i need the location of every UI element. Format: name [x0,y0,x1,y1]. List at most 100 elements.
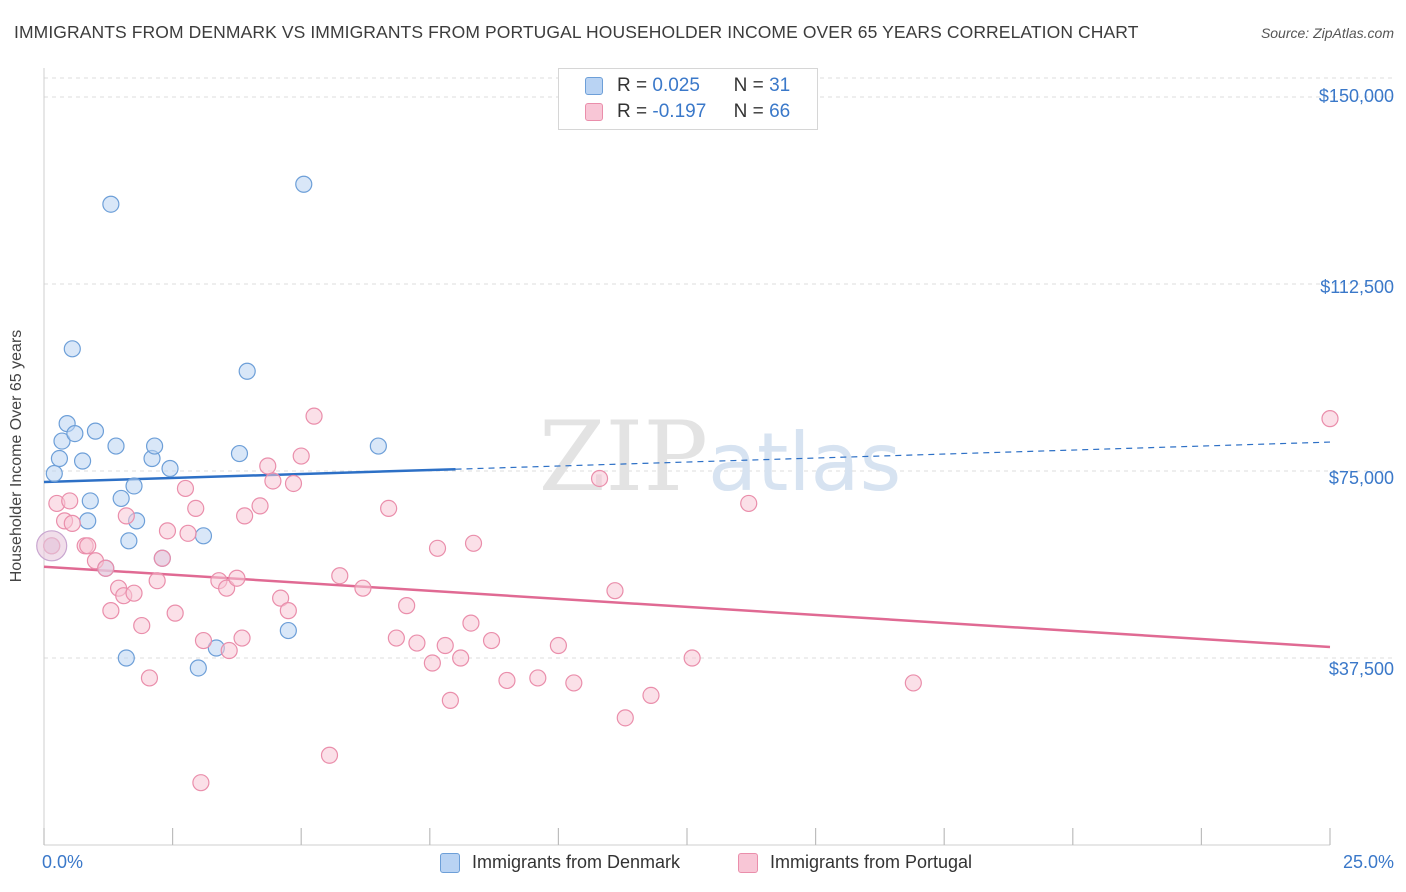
denmark-point-24 [194,527,213,545]
portugal-point-37 [320,746,339,764]
portugal-point-54 [549,636,568,655]
portugal-point-62 [904,674,922,692]
portugal-point-58 [616,709,634,727]
portugal-point-31 [259,457,277,475]
legend-label-portugal: Immigrants from Portugal [770,852,973,872]
denmark-point-6 [66,425,84,443]
denmark-point-2 [50,449,69,468]
denmark-point-26 [230,444,249,463]
legend-swatch-portugal [738,853,758,873]
portugal-point-16 [148,572,166,590]
denmark-point-8 [79,512,97,530]
portugal-point-42 [398,597,416,615]
stats-legend: R = 0.025 N = 31 R = -0.197 N = 66 [558,68,818,130]
portugal-point-55 [565,674,583,692]
portugal-point-8 [97,559,115,577]
portugal-point-47 [441,691,459,709]
denmark-point-10 [86,422,105,440]
portugal-point-35 [284,474,303,493]
portugal-point-27 [228,569,246,587]
portugal-point-50 [464,534,483,552]
portugal-point-32 [264,472,282,490]
denmark-point-27 [238,362,256,380]
portugal-point-25 [218,579,236,597]
y-tick-label-75000: $75,000 [1328,468,1394,488]
portugal-point-49 [462,614,480,632]
portugal-point-3 [61,492,79,510]
legend-swatch-portugal [585,103,603,121]
portugal-point-21 [179,524,197,542]
portugal-point-48 [452,649,470,667]
portugal-point-46 [436,636,454,655]
portugal-point-26 [220,641,238,660]
portugal-point-60 [683,649,701,667]
portugal-point-14 [133,616,151,635]
portugal-point-40 [380,499,398,517]
trend-lines [43,441,1331,649]
portugal-point-63 [1321,410,1339,428]
r-value-denmark: 0.025 [652,75,700,96]
denmark-point-15 [117,649,135,667]
portugal-point-53 [529,669,547,687]
watermark: ZIPatlas [539,401,902,513]
portugal-point-52 [498,671,516,690]
y-tick-label-112500: $112,500 [1320,277,1394,297]
portugal-point-41 [387,629,405,647]
denmark-point-17 [125,477,143,495]
portugal-point-13 [125,584,143,602]
portugal-point-17 [153,549,171,567]
r-label: R = [617,75,648,96]
chart-source: Source: ZipAtlas.com [1260,25,1394,41]
denmark-point-23 [189,659,207,677]
n-value-denmark: 31 [769,75,791,96]
portugal-point-65 [192,774,210,792]
denmark-point-28 [279,621,297,640]
portugal-point-38 [331,567,349,585]
portugal-point-39 [354,579,372,597]
portugal-point-61 [740,494,758,513]
axes [43,68,1331,846]
portugal-point-51 [482,631,501,650]
n-label: N = [733,75,764,96]
denmark-point-7 [73,452,92,470]
n-value-portugal: 66 [769,101,791,122]
portugal-point-4 [63,514,81,532]
cluster-point-origin [36,530,68,562]
denmark-point-13 [107,437,125,455]
y-tick-label-150000: $150,000 [1318,86,1394,106]
portugal-point-18 [158,522,177,540]
trend-line-denmark [43,467,456,484]
denmark-point-12 [102,195,120,213]
portugal-point-57 [606,582,624,600]
denmark-point-20 [145,437,164,455]
legend-swatch-denmark [440,853,460,873]
denmark-point-1 [45,464,63,483]
portugal-point-34 [279,602,297,620]
trend-line-denmark-projection [455,441,1331,470]
portugal-point-15 [140,669,159,687]
denmark-point-29 [295,175,313,193]
x-tick-label-max: 25.0% [1342,852,1394,872]
series-denmark-points [43,175,387,677]
portugal-point-44 [423,654,441,672]
chart-title: IMMIGRANTS FROM DENMARK VS IMMIGRANTS FR… [14,22,1139,42]
x-tick-label-min: 0.0% [42,852,84,872]
denmark-point-16 [120,532,138,550]
legend-label-denmark: Immigrants from Denmark [472,852,681,872]
portugal-point-19 [166,604,184,622]
denmark-point-22 [161,459,179,478]
portugal-point-28 [233,629,251,647]
portugal-point-30 [251,497,269,515]
denmark-point-3 [53,432,71,450]
trend-line-portugal [43,565,1331,649]
portugal-point-64 [305,407,323,425]
r-value-portugal: -0.197 [652,101,707,122]
portugal-point-12 [117,507,135,525]
legend-swatch-denmark [585,77,603,95]
y-axis-title: Householder Income Over 65 years [8,329,25,583]
denmark-point-14 [112,489,130,508]
series-portugal-points [36,407,1339,792]
portugal-point-20 [176,479,195,498]
portugal-point-23 [194,631,213,650]
